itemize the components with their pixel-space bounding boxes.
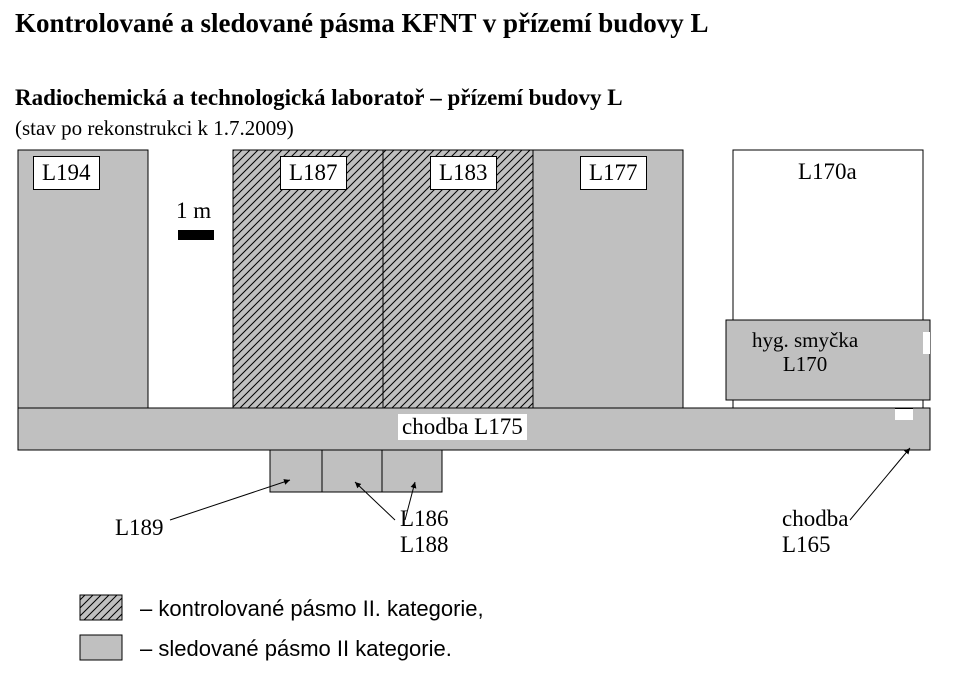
label-L186: L186 bbox=[400, 506, 449, 531]
chodba2-line2: L165 bbox=[782, 532, 831, 557]
subtitle: Radiochemická a technologická laboratoř … bbox=[15, 85, 623, 111]
legend-text-2: – sledované pásmo II kategorie. bbox=[140, 636, 452, 662]
label-L188: L188 bbox=[400, 532, 449, 557]
leader-L165 bbox=[850, 448, 910, 520]
label-L187: L187 bbox=[280, 156, 347, 190]
page-title: Kontrolované a sledované pásma KFNT v př… bbox=[15, 8, 709, 39]
label-L194: L194 bbox=[33, 156, 100, 190]
hyg-line1: hyg. smyčka bbox=[752, 328, 858, 352]
label-L183: L183 bbox=[430, 156, 497, 190]
legend-swatch-hatch bbox=[80, 595, 122, 620]
label-chodba-L165: chodba L165 bbox=[782, 506, 848, 559]
legend-text-1: – kontrolované pásmo II. kategorie, bbox=[140, 596, 484, 622]
label-hyg: hyg. smyčka L170 bbox=[752, 328, 858, 376]
label-L170a: L170a bbox=[790, 156, 865, 188]
note-date: (stav po rekonstrukci k 1.7.2009) bbox=[15, 116, 294, 141]
leader-L189 bbox=[170, 480, 290, 520]
label-corridor: chodba L175 bbox=[398, 414, 527, 440]
scale-bar bbox=[178, 230, 214, 240]
rooms-L186-L188 bbox=[270, 450, 442, 492]
label-L186-L188: L186 L188 bbox=[400, 506, 449, 559]
chodba2-line1: chodba bbox=[782, 506, 848, 531]
legend-swatch-gray bbox=[80, 635, 122, 660]
hyg-line2: L170 bbox=[783, 352, 827, 376]
label-L177: L177 bbox=[580, 156, 647, 190]
scale-label: 1 m bbox=[176, 198, 211, 224]
label-L189: L189 bbox=[115, 515, 164, 541]
